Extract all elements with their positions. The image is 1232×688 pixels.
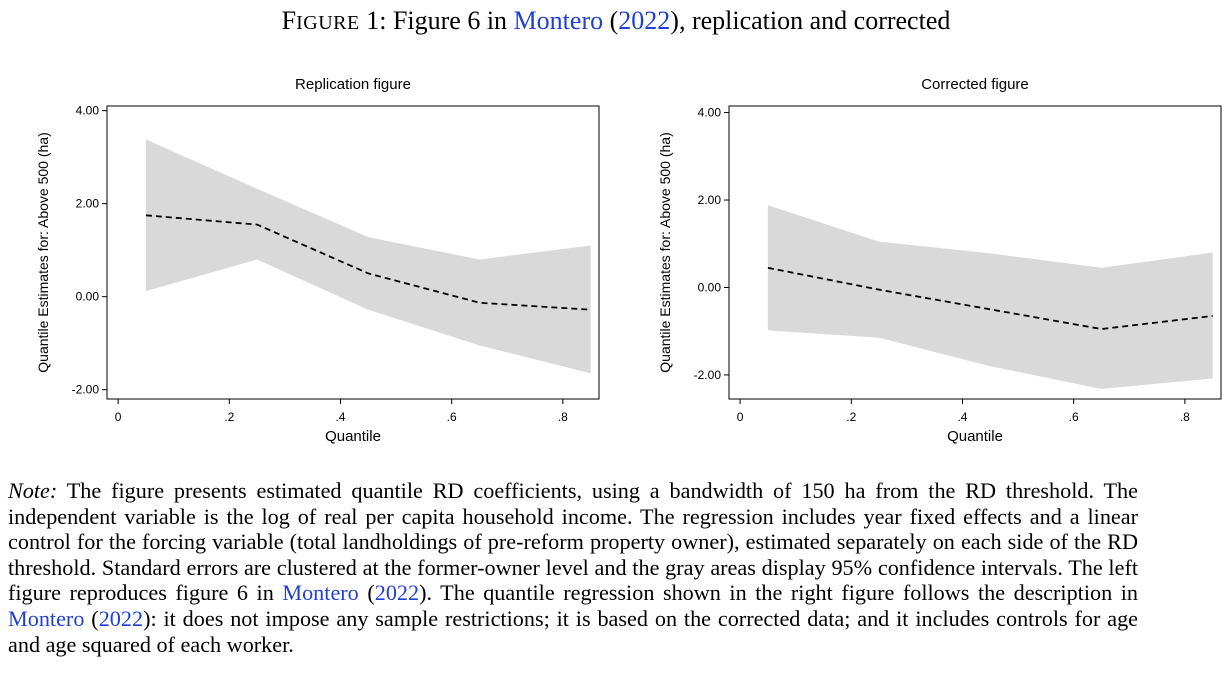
note-citation2-open: ( (84, 605, 99, 631)
note-text-part2: ). The quantile regression shown in the … (419, 580, 1139, 606)
y-tick-label: -2.00 (72, 383, 100, 397)
y-tick-label: 2.00 (698, 193, 722, 207)
caption-citation-year-link[interactable]: 2022 (618, 6, 671, 35)
plot-frame (106, 105, 600, 400)
figure-caption: FIGURE 1: Figure 6 in Montero (2022), re… (0, 6, 1232, 36)
note-citation1-author-link[interactable]: Montero (282, 580, 359, 606)
chart-title: Replication figure (295, 76, 411, 93)
caption-open-paren: ( (609, 6, 619, 35)
x-tick-label: .6 (1069, 410, 1079, 424)
estimate-line (767, 266, 1213, 330)
chart-title: Corrected figure (921, 76, 1029, 93)
caption-number: 1: (366, 6, 387, 35)
x-tick-label: 0 (737, 410, 744, 424)
ci-band (767, 205, 1213, 389)
x-tick-label: .8 (1180, 410, 1190, 424)
x-tick-label: .4 (957, 410, 967, 424)
ci-band (145, 139, 591, 374)
y-tick-label: 0.00 (698, 280, 722, 294)
x-axis-label: Quantile (325, 428, 381, 445)
caption-citation-author-link[interactable]: Montero (513, 6, 604, 35)
y-axis-label: Quantile Estimates for: Above 500 (ha) (657, 132, 673, 372)
x-tick-label: .2 (846, 410, 856, 424)
plot-frame (728, 105, 1222, 400)
x-tick-label: .6 (447, 410, 457, 424)
note-citation1-year-link[interactable]: 2022 (374, 580, 420, 606)
replication-chart: -2.00 0.00 2.00 4.00 0 .2 .4 .6 .8 Replication fi… (35, 76, 600, 445)
caption-text: Figure 6 in (392, 6, 508, 35)
y-tick-label: 4.00 (76, 104, 100, 118)
x-tick-label: .4 (335, 410, 345, 424)
caption-closing-text: ), replication and corrected (670, 6, 951, 35)
y-tick-label: 2.00 (76, 197, 100, 211)
note-text-part1: The figure presents estimated quantile R… (8, 478, 1138, 606)
caption-label-initial: F (281, 6, 297, 35)
x-axis-label: Quantile (947, 428, 1003, 445)
note-citation1-open: ( (358, 580, 375, 606)
figure-note: Note: The figure presents estimated quan… (8, 478, 1138, 657)
corrected-chart: -2.00 0.00 2.00 4.00 0 .2 .4 .6 .8 Corrected figu… (657, 76, 1222, 445)
note-label: Note: (8, 478, 58, 503)
x-tick-label: .8 (558, 410, 568, 424)
note-text-part3: ): it does not impose any sample restric… (8, 605, 1139, 657)
x-tick-label: .2 (224, 410, 234, 424)
x-tick-label: 0 (115, 410, 122, 424)
note-citation2-year-link[interactable]: 2022 (98, 605, 144, 631)
y-tick-label: -2.00 (694, 368, 722, 382)
caption-label-rest: IGURE (296, 12, 360, 34)
y-tick-label: 0.00 (76, 290, 100, 304)
y-axis-label: Quantile Estimates for: Above 500 (ha) (35, 132, 51, 372)
y-tick-label: 4.00 (698, 106, 722, 120)
note-citation2-author-link[interactable]: Montero (8, 605, 85, 631)
